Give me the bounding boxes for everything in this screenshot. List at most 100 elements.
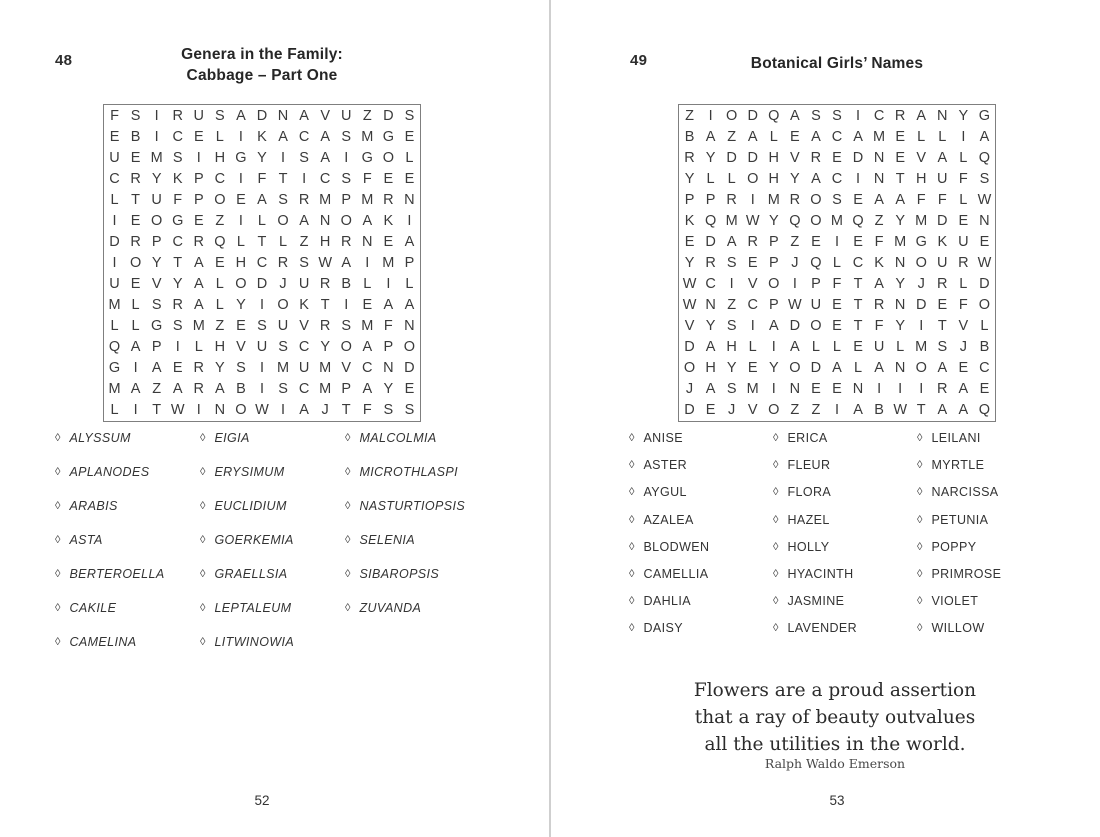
- grid-cell: H: [768, 170, 780, 187]
- word-item: ◊ EIGIA: [200, 431, 345, 465]
- grid-cell: A: [705, 339, 716, 356]
- grid-cell: F: [874, 318, 884, 335]
- diamond-bullet-icon: ◊: [773, 622, 779, 635]
- grid-cell: I: [386, 276, 391, 293]
- grid-cell: Y: [215, 360, 225, 377]
- grid-cell: I: [196, 402, 201, 419]
- grid-cell: T: [131, 191, 141, 208]
- diamond-bullet-icon: ◊: [773, 595, 779, 608]
- grid-cell: L: [215, 128, 224, 145]
- grid-cell: Z: [727, 128, 737, 145]
- grid-cell: F: [362, 402, 372, 419]
- grid-cell: E: [811, 233, 821, 250]
- grid-cell: R: [193, 381, 205, 398]
- grid-cell: T: [853, 276, 863, 293]
- grid-cell: Z: [874, 212, 884, 229]
- grid-cell: L: [748, 339, 757, 356]
- grid-cell: G: [108, 360, 121, 377]
- grid-cell: V: [790, 149, 800, 166]
- grid-cell: H: [214, 149, 226, 166]
- grid-cell: H: [214, 339, 226, 356]
- grid-cell: D: [937, 212, 948, 229]
- grid-cell: O: [726, 107, 738, 124]
- word-column: ◊ MALCOLMIA ◊ MICROTHLASPI ◊ NASTURTIOPSIS ◊ SE…: [345, 431, 490, 635]
- grid-cell: Y: [895, 212, 905, 229]
- grid-cell: A: [299, 212, 309, 229]
- grid-cell: M: [319, 191, 332, 208]
- grid-cell: A: [320, 149, 330, 166]
- grid-cell: C: [298, 381, 310, 398]
- grid-cell: E: [937, 297, 948, 314]
- grid-cell: U: [937, 254, 948, 271]
- grid-cell: N: [362, 233, 373, 250]
- grid-cell: T: [937, 318, 947, 335]
- word-label: NARCISSA: [931, 485, 999, 500]
- quote-text: Flowers are a proud assertion that a ray …: [625, 677, 1045, 758]
- puzzle-title-right: Botanical Girls’ Names: [677, 53, 997, 74]
- grid-cell: E: [979, 233, 990, 250]
- diamond-bullet-icon: ◊: [55, 432, 61, 444]
- word-label: HYACINTH: [787, 566, 854, 581]
- grid-cell: V: [341, 360, 352, 377]
- word-label: VIOLET: [931, 594, 979, 609]
- word-item: ◊ LEPTALEUM: [200, 601, 345, 635]
- grid-cell: A: [193, 254, 204, 271]
- grid-cell: E: [895, 128, 905, 145]
- word-item: ◊ PETUNIA: [917, 513, 1061, 540]
- grid-cell: S: [404, 402, 415, 419]
- grid-cell: C: [172, 233, 183, 250]
- grid-cell: R: [958, 254, 969, 271]
- grid-cell: T: [341, 402, 351, 419]
- grid-cell: Y: [257, 149, 267, 166]
- grid-cell: D: [383, 107, 394, 124]
- grid-cell: M: [382, 254, 395, 271]
- grid-cell: Q: [704, 212, 717, 229]
- word-label: AYGUL: [643, 485, 687, 500]
- grid-cell: D: [726, 149, 737, 166]
- page-divider: [549, 0, 551, 837]
- grid-cell: A: [257, 191, 267, 208]
- grid-cell: G: [151, 318, 163, 335]
- grid-cell: O: [683, 360, 696, 377]
- grid-cell: L: [959, 276, 968, 293]
- grid-cell: A: [747, 128, 758, 145]
- grid-cell: M: [192, 318, 205, 335]
- word-item: ◊ GOERKEMIA: [200, 533, 345, 567]
- word-label: SIBAROPSIS: [359, 567, 440, 581]
- grid-cell: T: [173, 254, 183, 271]
- grid-cell: Y: [172, 276, 183, 293]
- grid-cell: F: [383, 318, 393, 335]
- grid-cell: Y: [383, 381, 394, 398]
- grid-cell: N: [404, 318, 415, 335]
- diamond-bullet-icon: ◊: [629, 432, 635, 444]
- grid-cell: B: [236, 381, 246, 398]
- grid-cell: U: [873, 339, 885, 356]
- grid-cell: Z: [685, 107, 694, 124]
- grid-cell: V: [151, 276, 162, 293]
- text-line: Cabbage – Part One: [186, 67, 338, 84]
- grid-cell: K: [684, 212, 695, 229]
- grid-cell: I: [365, 254, 370, 271]
- grid-cell: V: [916, 149, 927, 166]
- grid-cell: E: [853, 233, 863, 250]
- grid-cell: H: [726, 339, 737, 356]
- diamond-bullet-icon: ◊: [55, 602, 61, 614]
- diamond-bullet-icon: ◊: [629, 622, 635, 635]
- word-item: ◊ BERTEROELLA: [55, 567, 200, 601]
- grid-cell: R: [894, 107, 906, 124]
- grid-cell: S: [832, 107, 842, 124]
- word-column: ◊ ALYSSUM ◊ APLANODES ◊ ARABIS ◊ ASTA ◊ BERTEROEL…: [55, 431, 200, 669]
- grid-cell: I: [919, 381, 924, 398]
- quote-attribution: Ralph Waldo Emerson: [764, 756, 906, 771]
- grid-cell: Y: [895, 276, 905, 293]
- word-item: ◊ ANISE: [629, 431, 773, 458]
- grid-cell: A: [278, 128, 288, 145]
- grid-cell: I: [729, 276, 734, 293]
- grid-cell: I: [919, 318, 924, 335]
- grid-cell: G: [382, 128, 394, 145]
